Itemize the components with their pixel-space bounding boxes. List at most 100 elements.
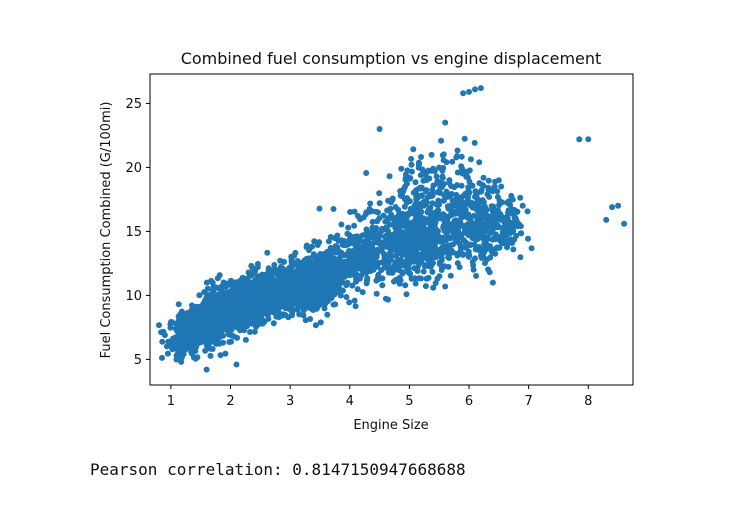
scatter-point xyxy=(421,198,428,205)
scatter-point xyxy=(407,241,414,248)
scatter-point xyxy=(503,231,510,238)
scatter-point xyxy=(397,188,404,194)
scatter-point xyxy=(402,241,409,248)
scatter-point xyxy=(428,151,435,158)
scatter-point xyxy=(322,282,329,289)
scatter-point xyxy=(367,200,374,207)
scatter-point xyxy=(454,147,461,154)
scatter-point xyxy=(467,156,474,163)
scatter-point xyxy=(333,279,340,286)
scatter-point xyxy=(444,234,451,241)
scatter-point xyxy=(195,316,202,323)
scatter-point xyxy=(485,228,492,235)
scatter-point xyxy=(271,262,278,268)
scatter-point xyxy=(338,221,345,228)
scatter-point xyxy=(473,223,480,230)
scatter-point xyxy=(314,242,321,248)
scatter-point xyxy=(417,242,424,249)
scatter-point xyxy=(490,219,497,226)
scatter-point xyxy=(288,256,295,263)
scatter-point xyxy=(429,186,436,193)
scatter-point xyxy=(354,286,361,293)
scatter-point xyxy=(427,191,434,198)
scatter-point xyxy=(173,356,180,363)
scatter-point xyxy=(347,209,354,215)
scatter-point xyxy=(442,243,449,250)
scatter-point xyxy=(472,246,479,253)
scatter-point xyxy=(402,282,409,289)
scatter-point xyxy=(422,283,429,290)
scatter-point xyxy=(228,322,235,329)
scatter-point xyxy=(508,192,515,199)
scatter-point xyxy=(289,282,295,289)
scatter-point xyxy=(389,269,396,276)
scatter-point xyxy=(376,190,383,197)
scatter-point xyxy=(403,291,410,298)
scatter-point xyxy=(396,280,403,287)
scatter-point xyxy=(369,218,376,225)
scatter-point xyxy=(483,246,490,253)
scatter-point xyxy=(358,264,365,271)
scatter-point xyxy=(343,294,350,300)
scatter-point xyxy=(503,225,509,232)
scatter-point xyxy=(428,262,435,269)
y-tick-label: 25 xyxy=(125,97,142,112)
scatter-point xyxy=(257,275,264,282)
scatter-point xyxy=(431,241,438,248)
scatter-point xyxy=(448,183,455,189)
scatter-point xyxy=(363,230,370,237)
scatter-point xyxy=(486,193,493,200)
scatter-point xyxy=(270,320,277,327)
scatter-point xyxy=(286,271,293,278)
scatter-point xyxy=(411,265,418,272)
scatter-point xyxy=(411,202,418,209)
scatter-point xyxy=(479,197,486,204)
scatter-point xyxy=(294,258,301,264)
x-tick-label: 6 xyxy=(465,394,473,409)
scatter-point xyxy=(346,256,352,263)
scatter-point xyxy=(470,262,477,269)
scatter-point xyxy=(434,252,441,259)
x-tick-label: 4 xyxy=(346,394,354,409)
scatter-point xyxy=(202,347,209,354)
scatter-point xyxy=(374,248,381,255)
scatter-point xyxy=(418,275,424,282)
scatter-point xyxy=(371,229,378,236)
scatter-point xyxy=(253,285,260,291)
scatter-point xyxy=(463,173,470,180)
scatter-point xyxy=(409,231,416,237)
scatter-point xyxy=(186,319,193,326)
scatter-point xyxy=(476,159,483,166)
scatter-point xyxy=(498,183,505,190)
scatter-point xyxy=(486,269,493,276)
scatter-point xyxy=(301,278,308,284)
scatter-point xyxy=(442,119,449,126)
scatter-point xyxy=(370,234,377,241)
scatter-point xyxy=(454,153,460,160)
scatter-point xyxy=(159,354,165,361)
scatter-point xyxy=(438,137,445,144)
scatter-point xyxy=(468,199,475,206)
scatter-point xyxy=(418,193,425,199)
scatter-point xyxy=(458,182,465,189)
scatter-point xyxy=(277,288,284,295)
scatter-point xyxy=(425,206,432,213)
scatter-point xyxy=(303,286,309,293)
scatter-point xyxy=(433,173,440,180)
scatter-point xyxy=(469,182,476,189)
scatter-point xyxy=(288,266,295,272)
scatter-point xyxy=(443,159,450,166)
scatter-point xyxy=(412,247,419,254)
scatter-point xyxy=(236,286,243,292)
scatter-point xyxy=(177,325,184,332)
scatter-point xyxy=(379,225,385,232)
scatter-point xyxy=(344,279,351,286)
scatter-point xyxy=(194,354,201,361)
scatter-point xyxy=(386,232,393,239)
scatter-point xyxy=(417,214,424,221)
scatter-point xyxy=(397,256,404,263)
scatter-point xyxy=(321,305,328,312)
scatter-point xyxy=(254,264,261,271)
scatter-point xyxy=(286,305,293,312)
scatter-point xyxy=(208,277,215,284)
